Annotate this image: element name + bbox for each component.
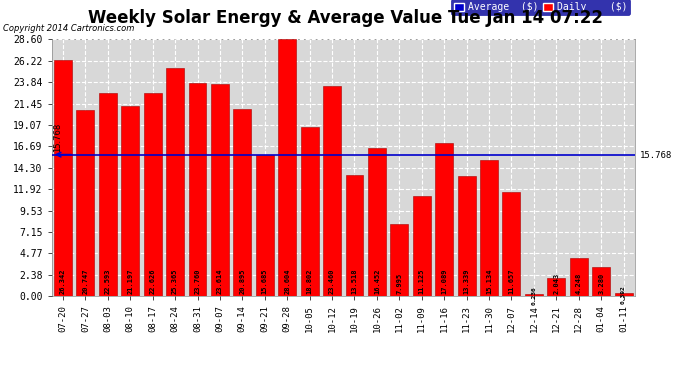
Text: 22.626: 22.626 bbox=[150, 268, 156, 294]
Text: 20.747: 20.747 bbox=[82, 268, 88, 294]
Bar bbox=[525, 294, 543, 296]
Text: 23.614: 23.614 bbox=[217, 268, 223, 294]
Text: 11.657: 11.657 bbox=[509, 268, 515, 294]
Text: 13.339: 13.339 bbox=[464, 268, 470, 294]
Bar bbox=[211, 84, 229, 296]
Text: 26.342: 26.342 bbox=[60, 268, 66, 294]
Bar bbox=[77, 110, 95, 296]
Bar bbox=[188, 83, 206, 296]
Bar bbox=[570, 258, 588, 296]
Legend: Average  ($), Daily    ($): Average ($), Daily ($) bbox=[451, 0, 630, 15]
Text: 4.248: 4.248 bbox=[575, 272, 582, 294]
Bar bbox=[502, 192, 520, 296]
Bar bbox=[391, 225, 408, 296]
Bar bbox=[301, 128, 319, 296]
Bar bbox=[547, 278, 565, 296]
Text: 21.197: 21.197 bbox=[127, 268, 133, 294]
Bar bbox=[278, 39, 296, 296]
Bar bbox=[368, 148, 386, 296]
Bar bbox=[99, 93, 117, 296]
Text: 15.685: 15.685 bbox=[262, 268, 268, 294]
Bar bbox=[323, 86, 341, 296]
Text: 15.134: 15.134 bbox=[486, 268, 492, 294]
Text: 0.236: 0.236 bbox=[531, 286, 536, 304]
Text: 28.604: 28.604 bbox=[284, 268, 290, 294]
Text: Weekly Solar Energy & Average Value Tue Jan 14 07:22: Weekly Solar Energy & Average Value Tue … bbox=[88, 9, 602, 27]
Text: 20.895: 20.895 bbox=[239, 268, 246, 294]
Text: 15.768: 15.768 bbox=[53, 123, 62, 152]
Text: 2.043: 2.043 bbox=[553, 272, 560, 294]
Bar bbox=[435, 143, 453, 296]
Text: 3.280: 3.280 bbox=[598, 272, 604, 294]
Text: 23.460: 23.460 bbox=[329, 268, 335, 294]
Bar bbox=[480, 160, 498, 296]
Bar bbox=[54, 60, 72, 296]
Bar bbox=[457, 177, 475, 296]
Bar bbox=[592, 267, 610, 296]
Text: 0.392: 0.392 bbox=[621, 285, 626, 304]
Bar bbox=[166, 68, 184, 296]
Text: 17.089: 17.089 bbox=[441, 268, 447, 294]
Bar bbox=[413, 196, 431, 296]
Bar bbox=[144, 93, 161, 296]
Text: 7.995: 7.995 bbox=[396, 272, 402, 294]
Text: 16.452: 16.452 bbox=[374, 268, 380, 294]
Text: 13.518: 13.518 bbox=[351, 268, 357, 294]
Bar bbox=[346, 175, 364, 296]
Text: 18.802: 18.802 bbox=[306, 268, 313, 294]
Text: 22.593: 22.593 bbox=[105, 268, 111, 294]
Bar bbox=[256, 155, 274, 296]
Bar bbox=[233, 109, 251, 296]
Text: 23.760: 23.760 bbox=[195, 268, 201, 294]
Text: 11.125: 11.125 bbox=[419, 268, 425, 294]
Bar bbox=[121, 106, 139, 296]
Text: Copyright 2014 Cartronics.com: Copyright 2014 Cartronics.com bbox=[3, 24, 135, 33]
Bar bbox=[615, 293, 633, 296]
Text: 25.365: 25.365 bbox=[172, 268, 178, 294]
